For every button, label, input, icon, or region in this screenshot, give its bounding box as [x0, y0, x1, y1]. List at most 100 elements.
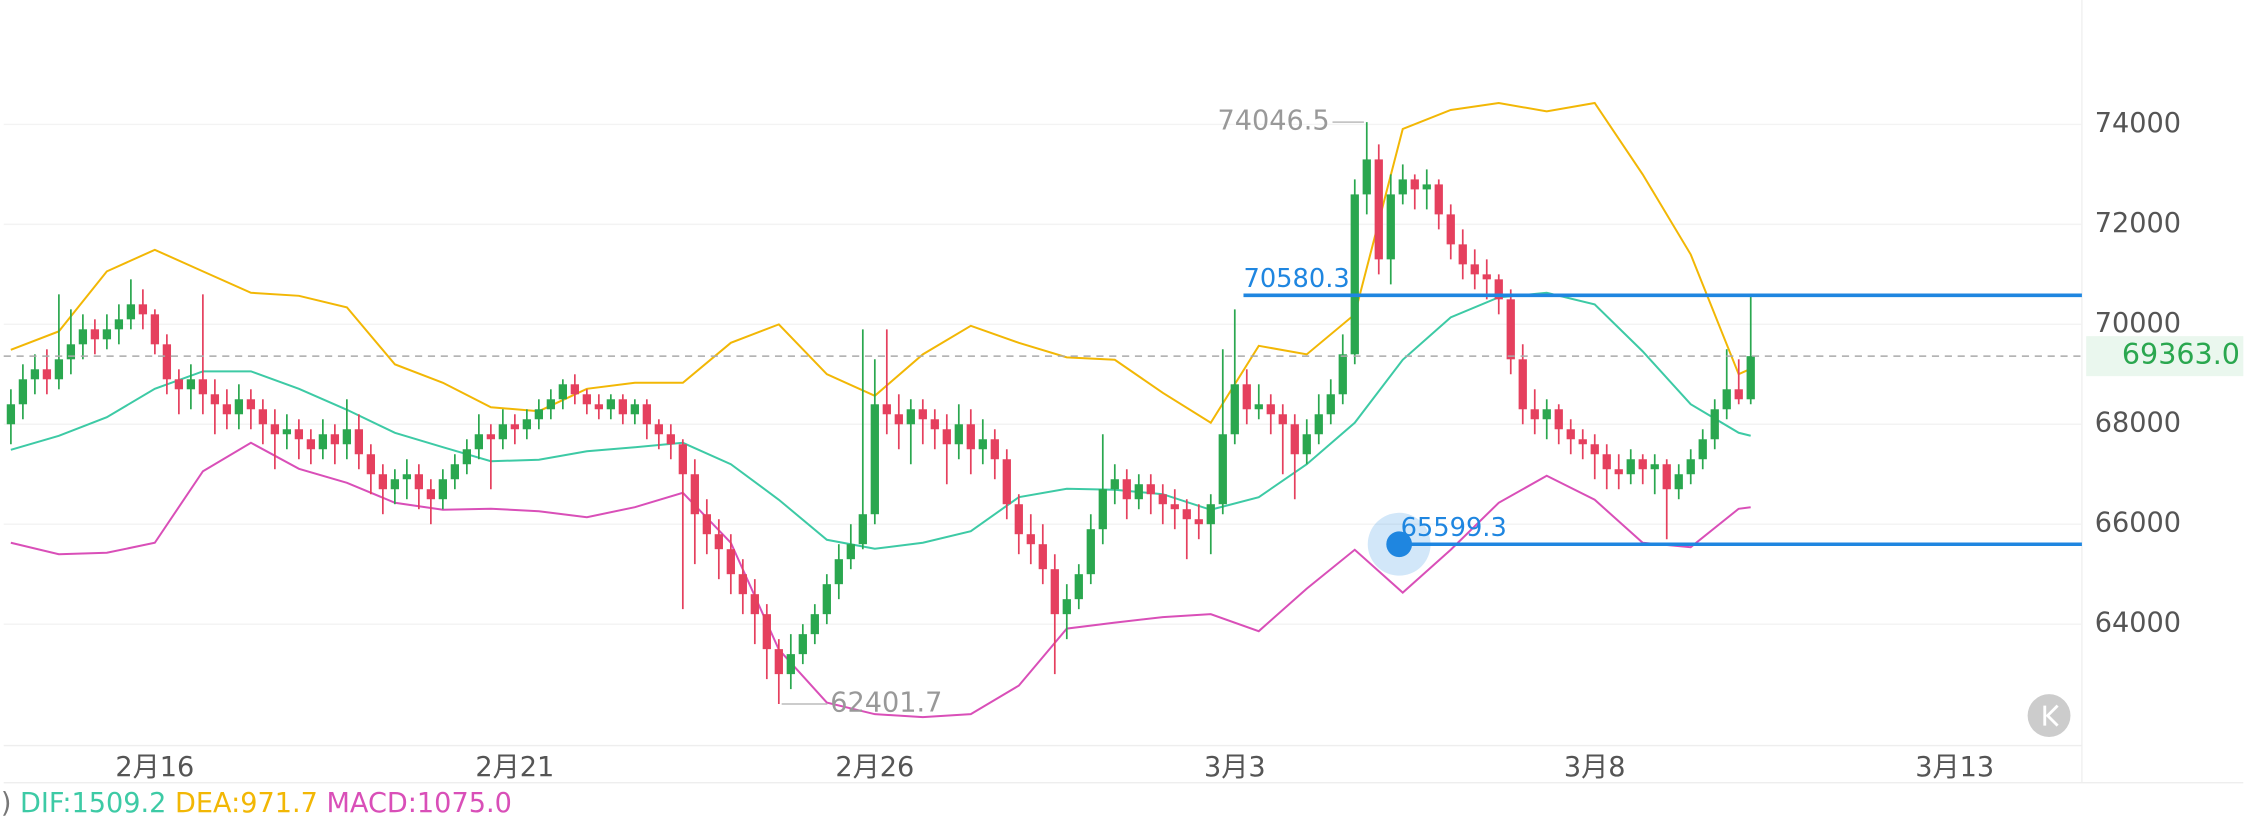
candle-body: [438, 479, 447, 500]
candle-body: [42, 369, 52, 380]
candle-body: [474, 434, 483, 450]
candle-body: [246, 399, 256, 410]
candle-body: [342, 429, 352, 445]
candle-body: [978, 439, 987, 450]
candle-body: [366, 454, 376, 475]
candle-body: [1014, 504, 1023, 535]
candle-body: [606, 399, 615, 410]
candle-body: [306, 439, 316, 450]
indicator-legend: ) DIF:1509.2 DEA:971.7 MACD:1075.0: [1, 788, 512, 817]
candle-body: [210, 394, 220, 405]
candle-body: [558, 384, 567, 400]
overlay: 69363.0 70580.3 65599.3 74046.5 62401.7: [3, 106, 2244, 719]
low-label: 62401.7: [830, 688, 942, 719]
candle-body: [774, 649, 783, 675]
candle-body: [1446, 214, 1455, 245]
candle-body: [1086, 529, 1095, 575]
candle-body: [618, 399, 627, 415]
y-tick-label: 70000: [2095, 308, 2181, 339]
candle-body: [882, 404, 891, 415]
candle-body: [858, 514, 867, 545]
candle-body: [1314, 414, 1323, 435]
candle-body: [1158, 494, 1167, 505]
candle-body: [942, 429, 951, 445]
candle-body: [1146, 484, 1155, 495]
candle-body: [1734, 389, 1743, 400]
candle-body: [1626, 459, 1635, 475]
candle-body: [798, 634, 807, 655]
candle-body: [762, 614, 771, 650]
candle-body: [66, 344, 76, 360]
candle-body: [990, 439, 999, 460]
candle-body: [1530, 409, 1539, 420]
candle-body: [1566, 429, 1575, 440]
candle-body: [1386, 194, 1395, 260]
candle-body: [1470, 264, 1479, 275]
candle-body: [390, 479, 400, 490]
candle-body: [78, 329, 88, 345]
candle-body: [354, 429, 364, 455]
candle-body: [822, 584, 831, 615]
y-tick-label: 74000: [2095, 108, 2181, 139]
candle-body: [270, 424, 280, 435]
candle-body: [1422, 184, 1431, 190]
candle-body: [1458, 244, 1467, 265]
candle-body: [1674, 474, 1683, 490]
x-tick-label: 2月21: [475, 752, 554, 783]
candles: [6, 122, 1755, 705]
price-line-label: 70580.3: [1243, 264, 1349, 294]
candle-body: [666, 434, 675, 445]
candle-body: [378, 474, 388, 490]
candle-body: [1026, 534, 1035, 545]
candle-body: [1134, 484, 1143, 500]
candle-body: [1686, 459, 1695, 475]
candle-body: [582, 394, 591, 405]
candle-body: [642, 404, 651, 425]
candle-body: [1230, 384, 1239, 435]
candle-body: [918, 409, 927, 420]
candle-body: [126, 304, 136, 320]
candle-body: [54, 359, 64, 380]
candle-body: [1554, 409, 1563, 430]
candle-body: [450, 464, 459, 480]
candle-body: [1650, 464, 1659, 470]
button-icon: [2043, 704, 2059, 727]
candle-body: [678, 444, 687, 475]
candle-body: [1518, 359, 1527, 410]
candle-body: [906, 409, 915, 425]
candle-body: [414, 474, 423, 490]
candle-body: [534, 409, 543, 420]
candle-body: [1542, 409, 1551, 420]
candle-body: [1410, 179, 1419, 190]
candle-body: [594, 404, 603, 410]
candle-body: [402, 474, 412, 480]
candle-body: [222, 404, 232, 415]
price-line-label: 65599.3: [1401, 513, 1507, 543]
x-tick-label: 3月8: [1564, 752, 1626, 783]
candle-body: [1434, 184, 1443, 215]
last-price-label: 69363.0: [2122, 337, 2240, 371]
candle-body: [966, 424, 975, 450]
candle-body: [1362, 159, 1371, 195]
back-to-latest-button[interactable]: [2027, 694, 2071, 738]
indicator-value: DIF:1509.2: [20, 788, 166, 817]
indicator-value: MACD:1075.0: [326, 788, 511, 817]
grid: 64000 66000 68000 70000 72000 74000 2月16 2月21 2月…: [3, 108, 2181, 783]
drag-handle[interactable]: [1386, 531, 1413, 558]
candle-body: [1590, 444, 1599, 455]
candle-body: [702, 514, 711, 535]
candle-body: [738, 574, 747, 595]
candle-body: [294, 429, 304, 440]
candle-body: [570, 384, 579, 395]
candle-body: [1194, 519, 1203, 525]
candle-body: [18, 379, 28, 405]
candle-body: [1710, 409, 1719, 440]
candle-body: [1050, 569, 1059, 615]
candle-body: [846, 544, 855, 560]
candle-body: [1242, 384, 1251, 410]
candle-body: [234, 399, 244, 415]
candle-body: [1110, 479, 1119, 490]
candle-body: [954, 424, 963, 445]
bollinger-band: [10, 291, 1751, 550]
candle-body: [1662, 464, 1671, 490]
